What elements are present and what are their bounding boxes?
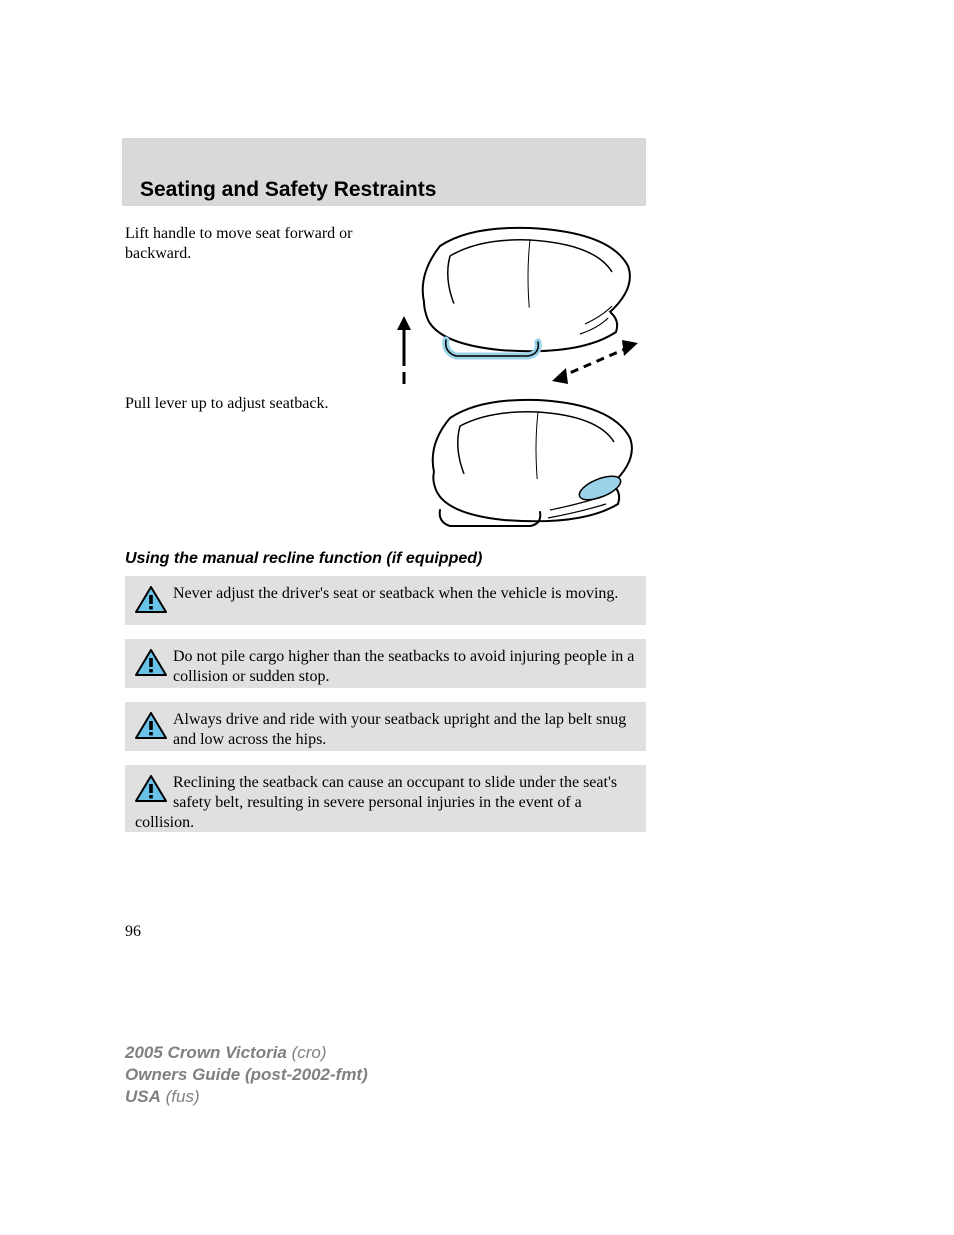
warning-text-3: Always drive and ride with your seatback… [135,710,636,750]
footer-region-code: (fus) [166,1087,200,1106]
figure-seat-forward-back [380,216,648,384]
warning-text-2: Do not pile cargo higher than the seatba… [135,647,636,687]
footer-line-3: USA (fus) [125,1086,368,1108]
footer-line-1: 2005 Crown Victoria (cro) [125,1042,368,1064]
paragraph-pull-lever: Pull lever up to adjust seatback. [125,394,385,414]
footer-guide: Owners Guide (post-2002-fmt) [125,1065,368,1084]
footer-block: 2005 Crown Victoria (cro) Owners Guide (… [125,1042,368,1108]
section-title: Seating and Safety Restraints [140,178,436,202]
warning-box-2: Do not pile cargo higher than the seatba… [125,639,646,688]
warning-box-4: Reclining the seatback can cause an occu… [125,765,646,832]
footer-model-code: (cro) [292,1043,327,1062]
manual-page: Seating and Safety Restraints Lift handl… [0,0,954,1235]
warning-text-4: Reclining the seatback can cause an occu… [135,773,636,833]
page-number: 96 [125,923,141,941]
footer-line-2: Owners Guide (post-2002-fmt) [125,1064,368,1086]
warning-icon [135,586,167,614]
subheading-recline: Using the manual recline function (if eq… [125,550,482,568]
warning-box-1: Never adjust the driver's seat or seatba… [125,576,646,625]
footer-region: USA [125,1087,161,1106]
figure-seat-recline-lever [400,392,646,540]
warning-text-1: Never adjust the driver's seat or seatba… [135,584,636,604]
warning-icon [135,712,167,740]
warning-icon [135,775,167,803]
warning-icon [135,649,167,677]
warning-box-3: Always drive and ride with your seatback… [125,702,646,751]
paragraph-lift-handle: Lift handle to move seat forward or back… [125,224,385,264]
footer-model: 2005 Crown Victoria [125,1043,287,1062]
